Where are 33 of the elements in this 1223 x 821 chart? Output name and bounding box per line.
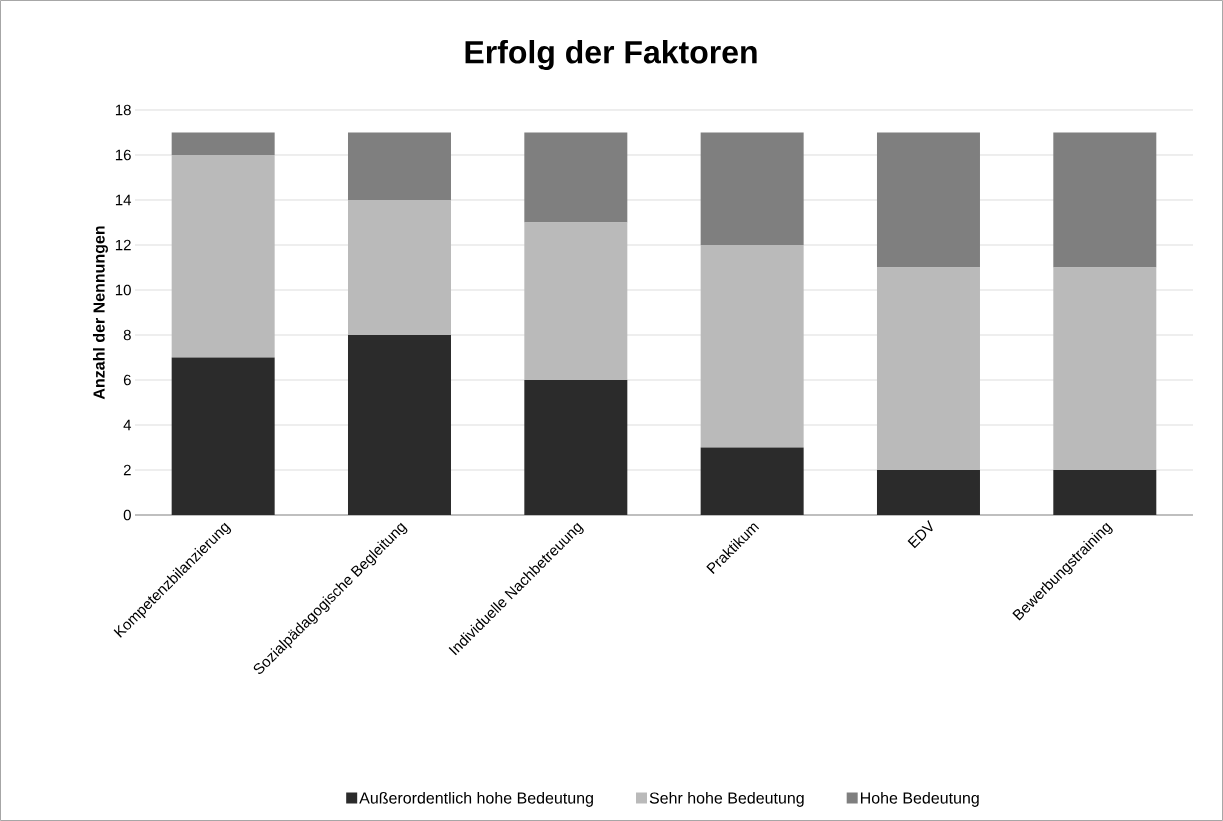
legend-label: Sehr hohe Bedeutung	[649, 791, 804, 807]
bar	[347, 132, 451, 200]
y-tick-label: 2	[123, 464, 131, 476]
y-axis-title: Anzahl der Nennungen	[92, 226, 108, 400]
y-tick-label: 12	[115, 239, 131, 251]
y-tick-label: 10	[115, 284, 131, 296]
bar	[876, 132, 980, 268]
y-tick-label: 0	[123, 509, 131, 521]
bar	[700, 245, 804, 448]
legend-label: Hohe Bedeutung	[860, 791, 979, 807]
bar	[1053, 132, 1157, 268]
legend-label: Außerordentlich hohe Bedeutung	[359, 791, 593, 807]
y-tick-label: 18	[115, 104, 131, 116]
bar	[524, 132, 628, 223]
chart-title: Erfolg der Faktoren	[465, 40, 757, 70]
bar	[524, 380, 628, 515]
bar	[1053, 470, 1157, 515]
bar	[1053, 267, 1157, 470]
bar	[347, 200, 451, 335]
y-tick-label: 8	[123, 329, 131, 341]
bar	[876, 470, 980, 515]
y-tick-label: 4	[123, 419, 132, 431]
y-tick-label: 6	[123, 374, 131, 386]
bar	[171, 132, 275, 155]
bar	[171, 357, 275, 515]
bar	[876, 267, 980, 470]
bar	[171, 155, 275, 358]
bar	[700, 132, 804, 245]
bar	[524, 222, 628, 380]
bar	[347, 335, 451, 515]
y-tick-label: 14	[115, 194, 132, 206]
bar	[700, 447, 804, 515]
y-tick-label: 16	[115, 149, 131, 161]
